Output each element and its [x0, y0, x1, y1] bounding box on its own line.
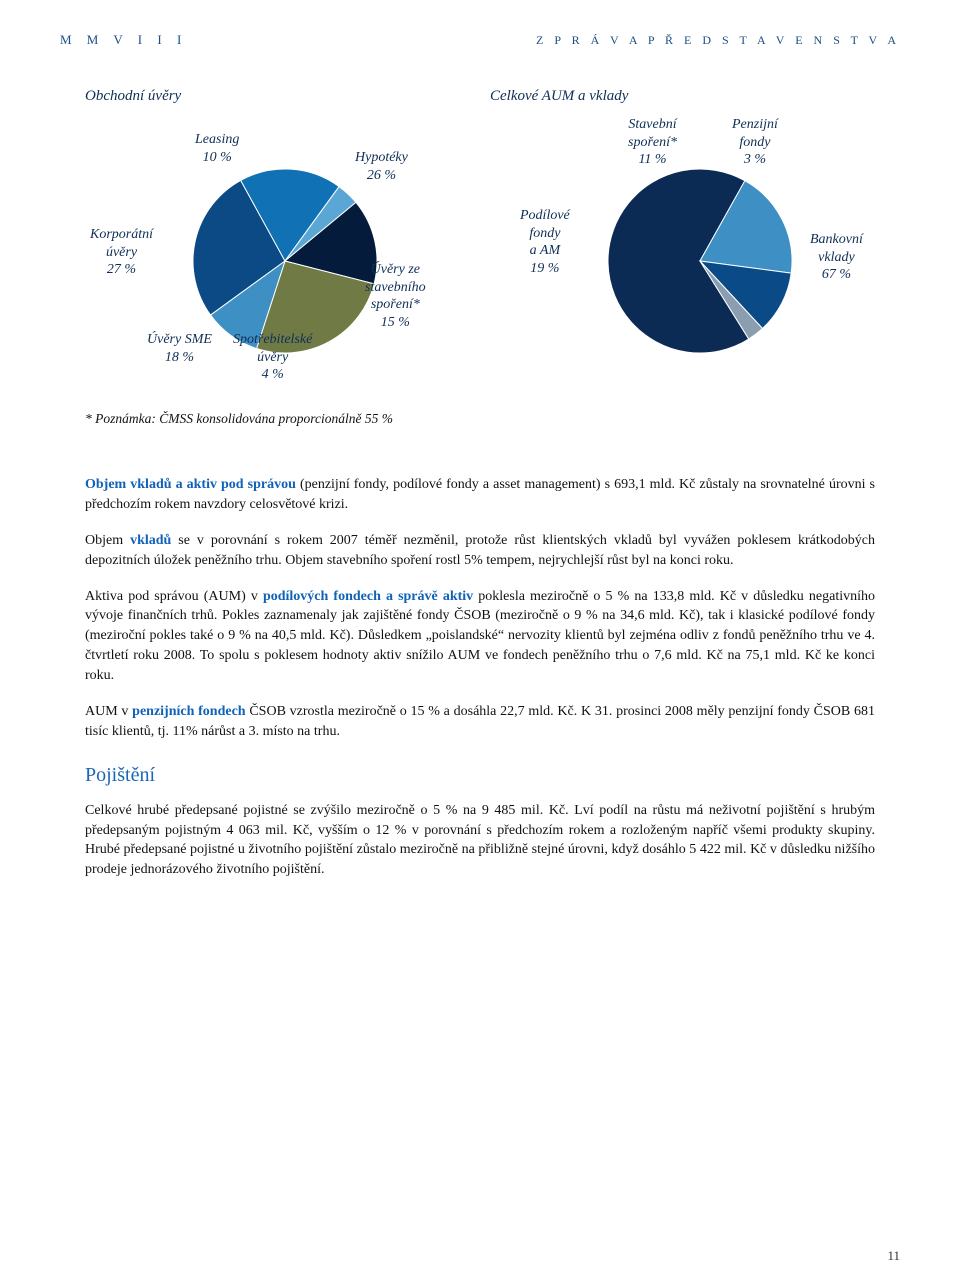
page: M M V I I I Z P R Á V A P Ř E D S T A V …	[0, 0, 960, 1286]
paragraph-1: Objem vkladů a aktiv pod správou (penzij…	[85, 475, 875, 515]
chart-left-title: Obchodní úvěry	[85, 88, 470, 105]
chart-right-title: Celkové AUM a vklady	[490, 88, 875, 105]
header-left: M M V I I I	[60, 32, 187, 48]
pie-label: Korporátní úvěry 27 %	[90, 226, 153, 279]
paragraph-2: Objem vkladů se v porovnání s rokem 2007…	[85, 531, 875, 571]
chart-left: Obchodní úvěry Korporátní úvěry 27 % Úvěr…	[85, 88, 470, 381]
header-right: Z P R Á V A P Ř E D S T A V E N S T V A	[536, 33, 900, 48]
chart-right: Celkové AUM a vklady Bankovní vklady 67 …	[490, 88, 875, 381]
section-heading: Pojištění	[85, 764, 875, 787]
pie-label: Stavební spoření* 11 %	[628, 116, 677, 169]
pie-left: Korporátní úvěry 27 % Úvěry SME 18 % Spotř…	[85, 111, 470, 381]
pie-label: Penzijní fondy 3 %	[732, 116, 778, 169]
pie-right: Bankovní vklady 67 % Podílové fondy a AM …	[490, 111, 875, 381]
page-number: 11	[887, 1248, 900, 1264]
paragraph-5: Celkové hrubé předepsané pojistné se zvý…	[85, 801, 875, 881]
paragraph-4-highlight: penzijních fondech	[132, 704, 245, 719]
pie-label: Úvěry ze stavebního spoření* 15 %	[365, 261, 426, 331]
page-header: M M V I I I Z P R Á V A P Ř E D S T A V …	[60, 32, 900, 48]
pie-label: Úvěry SME 18 %	[147, 331, 212, 366]
paragraph-3-pre: Aktiva pod správou (AUM) v	[85, 589, 263, 604]
charts-row: Obchodní úvěry Korporátní úvěry 27 % Úvěr…	[85, 88, 875, 381]
paragraph-1-highlight: Objem vkladů a aktiv pod správou	[85, 477, 296, 492]
pie-label: Spotřebitelské úvěry 4 %	[233, 331, 312, 384]
pie-label: Leasing 10 %	[195, 131, 239, 166]
pie-label: Hypotéky 26 %	[355, 149, 408, 184]
paragraph-3: Aktiva pod správou (AUM) v podílových fo…	[85, 587, 875, 686]
paragraph-4: AUM v penzijních fondech ČSOB vzrostla m…	[85, 702, 875, 742]
paragraph-2-text: se v porovnání s rokem 2007 téměř nezměn…	[85, 533, 875, 568]
paragraph-2-highlight: vkladů	[130, 533, 171, 548]
chart-footnote: * Poznámka: ČMSS konsolidována proporcio…	[85, 411, 900, 427]
paragraph-2-pre: Objem	[85, 533, 130, 548]
pie-label: Podílové fondy a AM 19 %	[520, 207, 570, 277]
paragraph-3-highlight: podílových fondech a správě aktiv	[263, 589, 473, 604]
pie-label: Bankovní vklady 67 %	[810, 231, 863, 284]
paragraph-4-pre: AUM v	[85, 704, 132, 719]
